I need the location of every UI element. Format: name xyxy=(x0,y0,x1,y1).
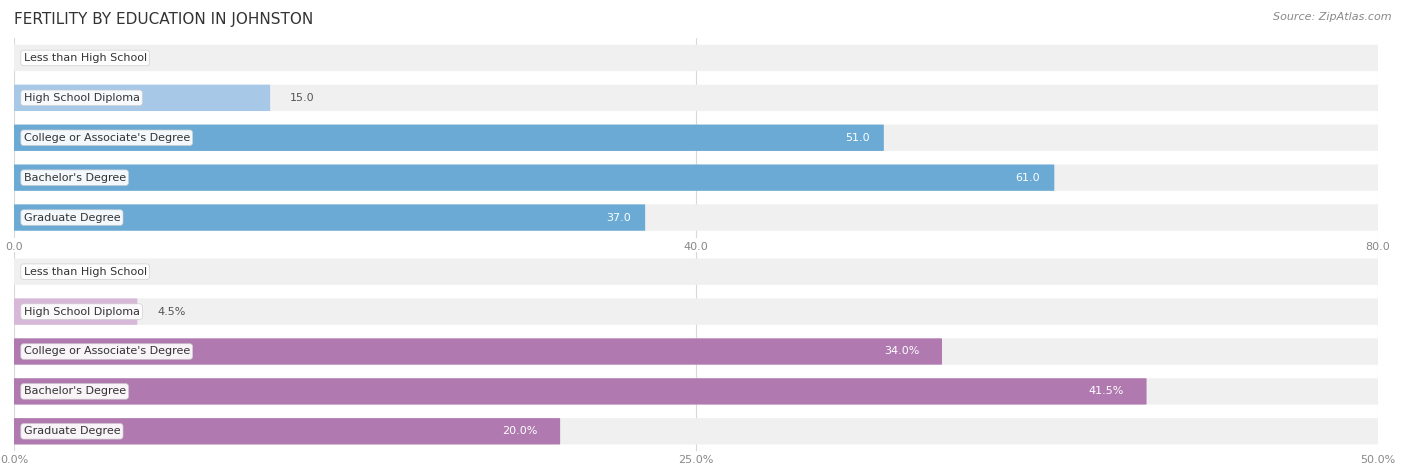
FancyBboxPatch shape xyxy=(14,85,1378,111)
Text: 20.0%: 20.0% xyxy=(502,426,537,437)
FancyBboxPatch shape xyxy=(14,298,138,325)
FancyBboxPatch shape xyxy=(14,338,1378,365)
Text: Graduate Degree: Graduate Degree xyxy=(24,212,121,223)
FancyBboxPatch shape xyxy=(14,418,1378,445)
Text: 4.5%: 4.5% xyxy=(157,306,186,317)
FancyBboxPatch shape xyxy=(14,124,884,151)
FancyBboxPatch shape xyxy=(14,204,645,231)
Text: Less than High School: Less than High School xyxy=(24,266,146,277)
Text: 61.0: 61.0 xyxy=(1015,172,1040,183)
Text: High School Diploma: High School Diploma xyxy=(24,306,139,317)
Text: 0.0%: 0.0% xyxy=(35,266,63,277)
FancyBboxPatch shape xyxy=(14,204,1378,231)
Text: Source: ZipAtlas.com: Source: ZipAtlas.com xyxy=(1274,12,1392,22)
Text: 0.0: 0.0 xyxy=(35,53,52,63)
FancyBboxPatch shape xyxy=(14,338,942,365)
Text: 34.0%: 34.0% xyxy=(884,346,920,357)
FancyBboxPatch shape xyxy=(14,124,1378,151)
FancyBboxPatch shape xyxy=(14,418,560,445)
Text: College or Associate's Degree: College or Associate's Degree xyxy=(24,346,190,357)
FancyBboxPatch shape xyxy=(14,378,1146,405)
Text: Less than High School: Less than High School xyxy=(24,53,146,63)
FancyBboxPatch shape xyxy=(14,45,1378,71)
Text: Bachelor's Degree: Bachelor's Degree xyxy=(24,172,125,183)
Text: FERTILITY BY EDUCATION IN JOHNSTON: FERTILITY BY EDUCATION IN JOHNSTON xyxy=(14,12,314,27)
Text: College or Associate's Degree: College or Associate's Degree xyxy=(24,133,190,143)
Text: 51.0: 51.0 xyxy=(845,133,870,143)
Text: 15.0: 15.0 xyxy=(290,93,315,103)
Text: 41.5%: 41.5% xyxy=(1088,386,1125,397)
FancyBboxPatch shape xyxy=(14,164,1054,191)
Text: High School Diploma: High School Diploma xyxy=(24,93,139,103)
FancyBboxPatch shape xyxy=(14,298,1378,325)
FancyBboxPatch shape xyxy=(14,164,1378,191)
Text: Graduate Degree: Graduate Degree xyxy=(24,426,121,437)
Text: 37.0: 37.0 xyxy=(606,212,631,223)
Text: Bachelor's Degree: Bachelor's Degree xyxy=(24,386,125,397)
FancyBboxPatch shape xyxy=(14,378,1378,405)
FancyBboxPatch shape xyxy=(14,85,270,111)
FancyBboxPatch shape xyxy=(14,258,1378,285)
